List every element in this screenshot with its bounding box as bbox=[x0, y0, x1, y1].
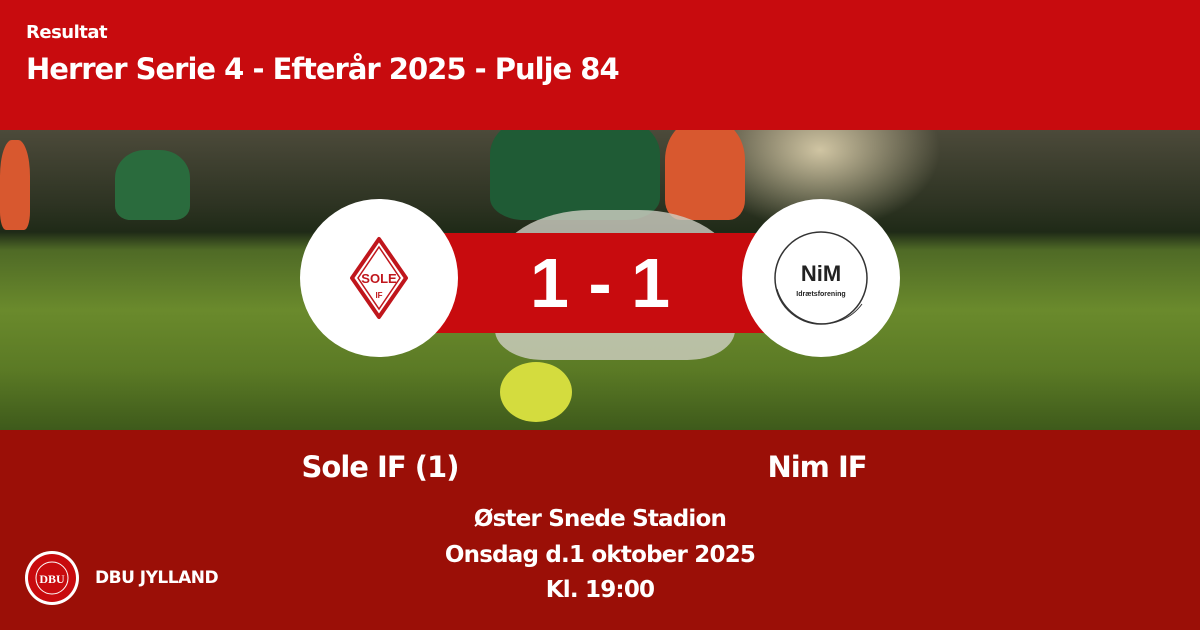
score: 1 - 1 bbox=[529, 244, 671, 322]
dbu-logo: DBU bbox=[24, 550, 80, 606]
home-team-logo: SOLE IF bbox=[300, 199, 458, 357]
page-title: Herrer Serie 4 - Efterår 2025 - Pulje 84 bbox=[26, 52, 620, 86]
score-band bbox=[410, 233, 790, 333]
home-team-name: Sole IF (1) bbox=[301, 450, 460, 484]
venue: Øster Snede Stadion bbox=[473, 506, 727, 532]
svg-text:SOLE: SOLE bbox=[361, 271, 397, 286]
kicker: Resultat bbox=[26, 22, 108, 43]
svg-text:IF: IF bbox=[375, 291, 382, 300]
header: Resultat Herrer Serie 4 - Efterår 2025 -… bbox=[0, 0, 1200, 130]
svg-text:DBU: DBU bbox=[39, 572, 65, 586]
svg-text:Idrætsforening: Idrætsforening bbox=[796, 291, 845, 298]
brand-name: DBU JYLLAND bbox=[95, 568, 219, 588]
away-team-name: Nim IF bbox=[767, 450, 867, 484]
svg-text:NiM: NiM bbox=[801, 261, 841, 286]
match-date: Onsdag d.1 oktober 2025 bbox=[444, 542, 756, 568]
away-team-logo: NiM Idrætsforening bbox=[742, 199, 900, 357]
match-time: Kl. 19:00 bbox=[545, 577, 655, 603]
